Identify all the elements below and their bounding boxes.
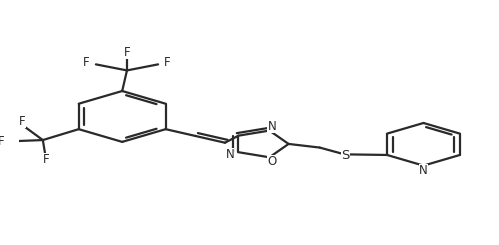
Text: F: F bbox=[124, 46, 130, 59]
Text: F: F bbox=[0, 135, 4, 148]
Text: F: F bbox=[164, 56, 171, 69]
Text: F: F bbox=[83, 56, 90, 69]
Text: O: O bbox=[267, 155, 276, 168]
Text: F: F bbox=[19, 115, 25, 128]
Text: S: S bbox=[341, 149, 350, 162]
Text: N: N bbox=[226, 148, 234, 161]
Text: N: N bbox=[419, 164, 428, 177]
Text: N: N bbox=[267, 120, 276, 133]
Text: F: F bbox=[43, 153, 49, 166]
